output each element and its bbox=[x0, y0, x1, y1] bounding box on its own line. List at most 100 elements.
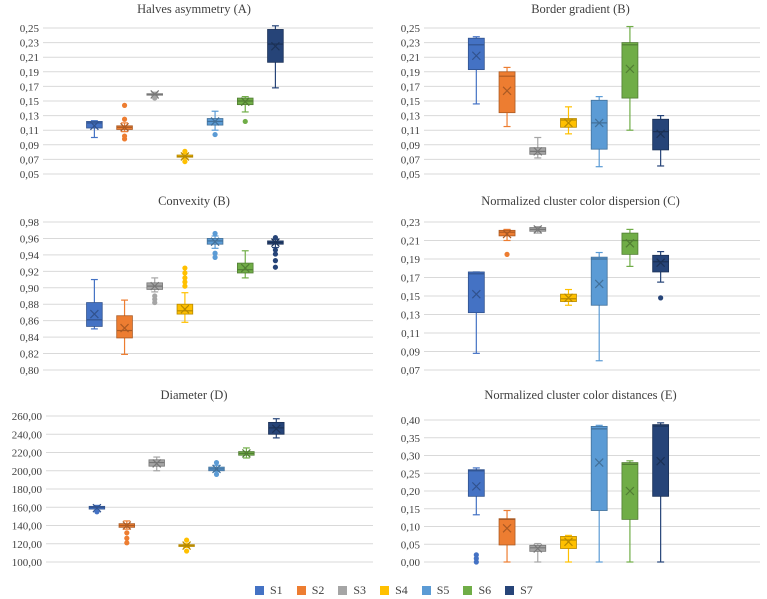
box-s4 bbox=[178, 537, 195, 554]
mean-marker bbox=[150, 90, 160, 99]
legend-swatch bbox=[338, 585, 348, 595]
legend-label: S2 bbox=[311, 582, 325, 597]
y-tick-label: 220,00 bbox=[12, 448, 43, 460]
y-tick-label: 0,92 bbox=[20, 266, 39, 278]
mean-marker bbox=[180, 304, 190, 314]
y-tick-label: 160,00 bbox=[12, 502, 43, 514]
mean-marker bbox=[120, 323, 129, 333]
mean-marker bbox=[656, 129, 666, 139]
chart-title: Convexity (B) bbox=[158, 194, 230, 208]
outlier-point bbox=[212, 250, 218, 256]
mean-marker bbox=[502, 86, 512, 96]
y-tick-label: 0,23 bbox=[401, 217, 421, 229]
outlier-point bbox=[121, 116, 128, 122]
box-body bbox=[590, 99, 608, 150]
chart-panel: Convexity (B) 0,80 0,82 0,84 0,86 0,88 0,90 0,9… bbox=[20, 194, 373, 377]
outlier-point bbox=[272, 258, 279, 264]
y-tick-label: 0,82 bbox=[20, 349, 39, 361]
box-s5 bbox=[208, 459, 225, 477]
y-tick-label: 0,21 bbox=[20, 52, 39, 64]
outlier-point bbox=[152, 95, 158, 101]
box-body bbox=[590, 425, 608, 511]
box-s3 bbox=[146, 277, 163, 306]
outlier-point bbox=[473, 552, 479, 558]
legend-label: S4 bbox=[395, 582, 408, 597]
outlier-point bbox=[124, 535, 130, 541]
box-s7 bbox=[268, 418, 285, 439]
mean-marker bbox=[594, 118, 604, 128]
y-tick-label: 0,30 bbox=[401, 451, 421, 463]
y-tick-label: 0,13 bbox=[401, 111, 421, 123]
box-s3 bbox=[148, 456, 165, 472]
box-s5 bbox=[206, 110, 224, 138]
outlier-point bbox=[242, 118, 248, 125]
outlier-point bbox=[152, 293, 158, 299]
y-tick-label: 0,96 bbox=[20, 233, 40, 245]
legend-swatch bbox=[380, 585, 390, 595]
legend-swatch bbox=[463, 585, 473, 595]
y-tick-label: 120,00 bbox=[12, 539, 43, 551]
box-s2 bbox=[498, 509, 516, 563]
outlier-point bbox=[182, 279, 188, 285]
outlier-point bbox=[182, 148, 188, 154]
outlier-point bbox=[184, 537, 190, 543]
box-body bbox=[590, 256, 608, 306]
mean-marker bbox=[502, 229, 512, 239]
legend-swatch bbox=[296, 585, 306, 595]
mean-marker bbox=[471, 289, 481, 299]
mean-marker bbox=[212, 464, 221, 474]
legend-label: S3 bbox=[353, 582, 367, 597]
legend-item-s4: S4 bbox=[380, 583, 408, 598]
legend: S1 S2 S3 S4 S5 S6 S7 bbox=[255, 582, 547, 598]
box-s2 bbox=[498, 66, 516, 128]
y-tick-label: 140,00 bbox=[12, 521, 43, 533]
chart-panel: Normalized cluster color distances (E) 0,… bbox=[401, 388, 760, 569]
y-tick-label: 0,15 bbox=[401, 504, 421, 516]
mean-marker bbox=[502, 523, 512, 533]
y-tick-label: 0,19 bbox=[401, 67, 421, 79]
y-tick-label: 0,40 bbox=[401, 415, 421, 427]
box-body bbox=[498, 229, 516, 237]
y-tick-label: 0,17 bbox=[401, 81, 421, 93]
legend-label: S1 bbox=[270, 582, 283, 597]
box-s6 bbox=[236, 250, 254, 279]
y-tick-label: 0,15 bbox=[401, 96, 421, 108]
mean-marker bbox=[533, 544, 543, 553]
y-tick-label: 0,05 bbox=[401, 169, 421, 181]
y-tick-label: 0,10 bbox=[401, 522, 421, 534]
box-s1 bbox=[467, 36, 485, 105]
box-body bbox=[498, 71, 516, 114]
y-tick-label: 0,23 bbox=[401, 38, 421, 50]
box-s1 bbox=[467, 271, 485, 354]
box-s6 bbox=[621, 25, 639, 131]
y-tick-label: 0,21 bbox=[401, 236, 420, 248]
mean-marker bbox=[656, 258, 666, 268]
outlier-point bbox=[182, 265, 188, 271]
mean-marker bbox=[271, 424, 281, 434]
legend-item-s6: S6 bbox=[463, 583, 491, 598]
outlier-point bbox=[121, 133, 128, 139]
box-s6 bbox=[238, 447, 255, 459]
box-body bbox=[498, 518, 516, 546]
outlier-point bbox=[212, 230, 218, 237]
y-tick-label: 0,17 bbox=[401, 273, 421, 285]
mean-marker bbox=[594, 279, 604, 289]
mean-marker bbox=[564, 293, 573, 303]
mean-marker bbox=[122, 521, 132, 530]
box-s7 bbox=[267, 235, 284, 270]
box-body bbox=[86, 121, 103, 129]
mean-marker bbox=[270, 41, 280, 51]
mean-marker bbox=[270, 238, 280, 247]
chart-panel: Diameter (D) 100,00 120,00 140,00 160,00 180,… bbox=[12, 388, 373, 569]
y-tick-label: 0,25 bbox=[401, 23, 421, 35]
y-tick-label: 0,98 bbox=[20, 217, 40, 229]
outlier-point bbox=[213, 471, 220, 477]
mean-marker bbox=[594, 458, 604, 468]
outlier-point bbox=[182, 283, 188, 289]
y-tick-label: 0,21 bbox=[401, 52, 420, 64]
legend-item-s2: S2 bbox=[296, 582, 325, 598]
box-body bbox=[467, 37, 485, 71]
mean-marker bbox=[180, 152, 190, 161]
box-s5 bbox=[590, 251, 608, 362]
y-tick-label: 0,15 bbox=[20, 96, 40, 108]
